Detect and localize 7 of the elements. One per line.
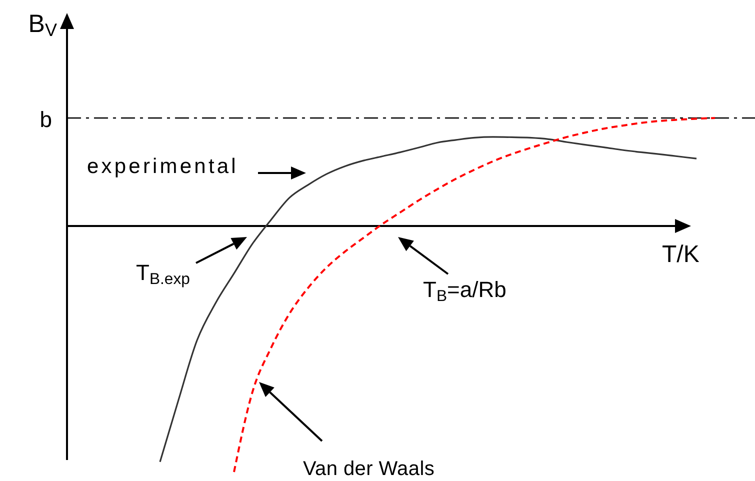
annotation: Van der Waals [303,458,435,480]
y-axis-title: B$_{V}$ [28,10,57,40]
x-axis-title: T/K [662,241,700,268]
annotation: experimental [87,155,238,178]
annotation: T$_{B.exp}$ [136,260,190,288]
ref-line-label: b [40,107,52,132]
annotation: T$_{B}$=a/Rb [423,277,506,305]
